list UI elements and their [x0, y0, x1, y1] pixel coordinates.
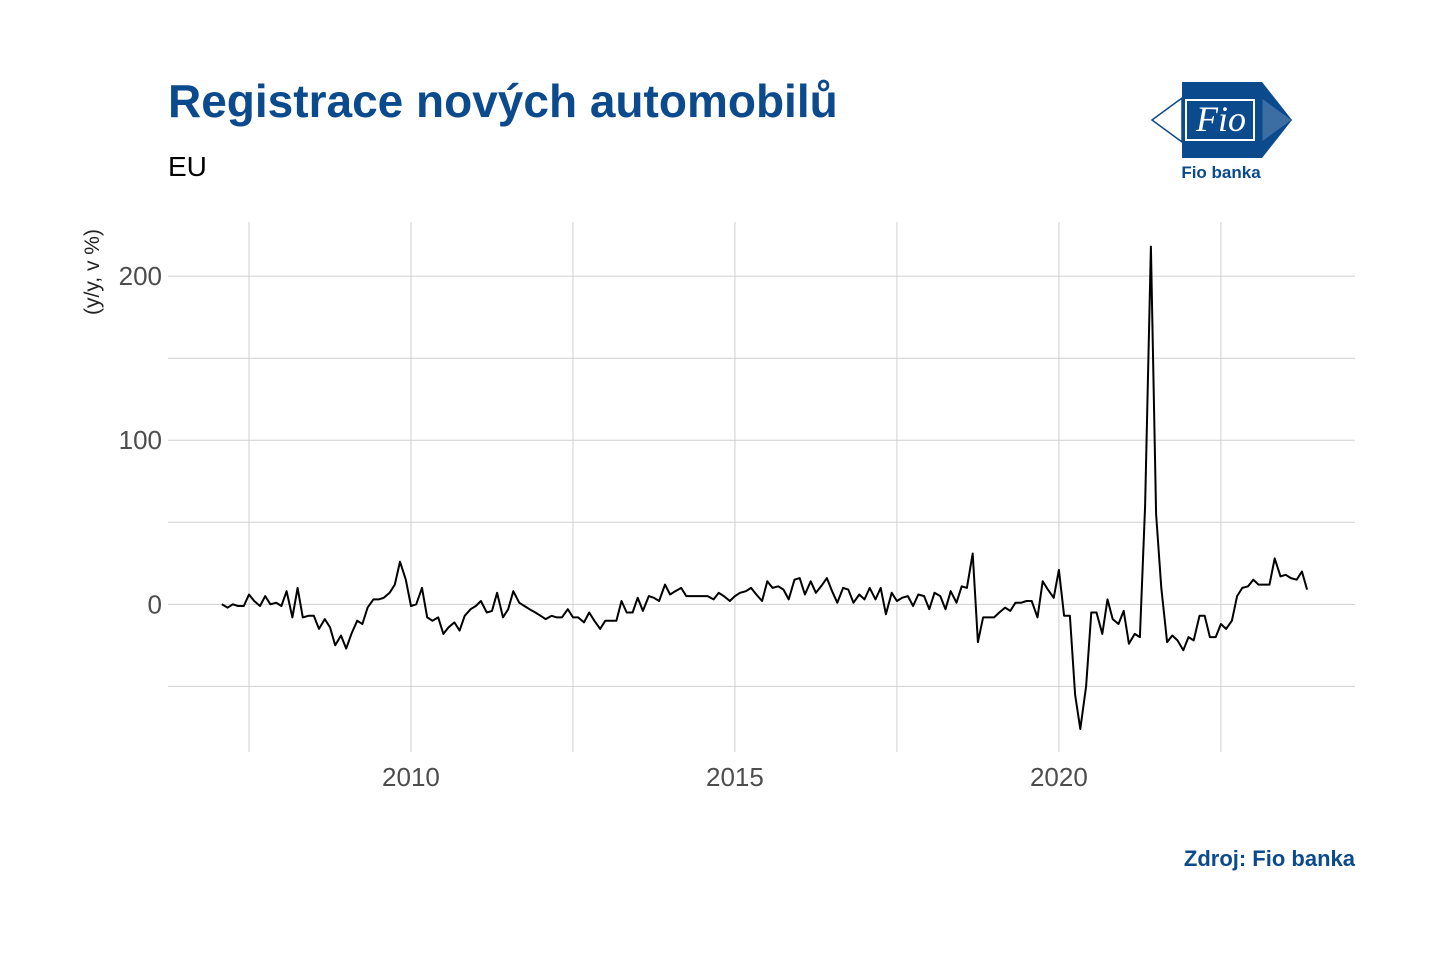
logo-frame [1185, 99, 1255, 141]
logo-shape [1261, 97, 1293, 143]
source: Zdroj: Fio banka [1184, 846, 1356, 871]
x-tick-label: 2015 [706, 762, 764, 792]
logo-mark: Fio [1195, 99, 1246, 139]
y-tick-label: 200 [119, 261, 162, 291]
x-tick-label: 2010 [382, 762, 440, 792]
y-tick-label: 100 [119, 425, 162, 455]
chart-title: Registrace nových automobilů [168, 75, 838, 127]
y-axis-label: (y/y, v %) [81, 229, 104, 315]
y-tick-label: 0 [148, 589, 162, 619]
x-tick-label: 2020 [1030, 762, 1088, 792]
logo-shape [1150, 96, 1183, 144]
chart-subtitle: EU [168, 151, 207, 182]
logo: Fio Fio banka [1150, 82, 1293, 182]
line [221, 245, 1309, 730]
logo-name: Fio banka [1181, 163, 1261, 182]
